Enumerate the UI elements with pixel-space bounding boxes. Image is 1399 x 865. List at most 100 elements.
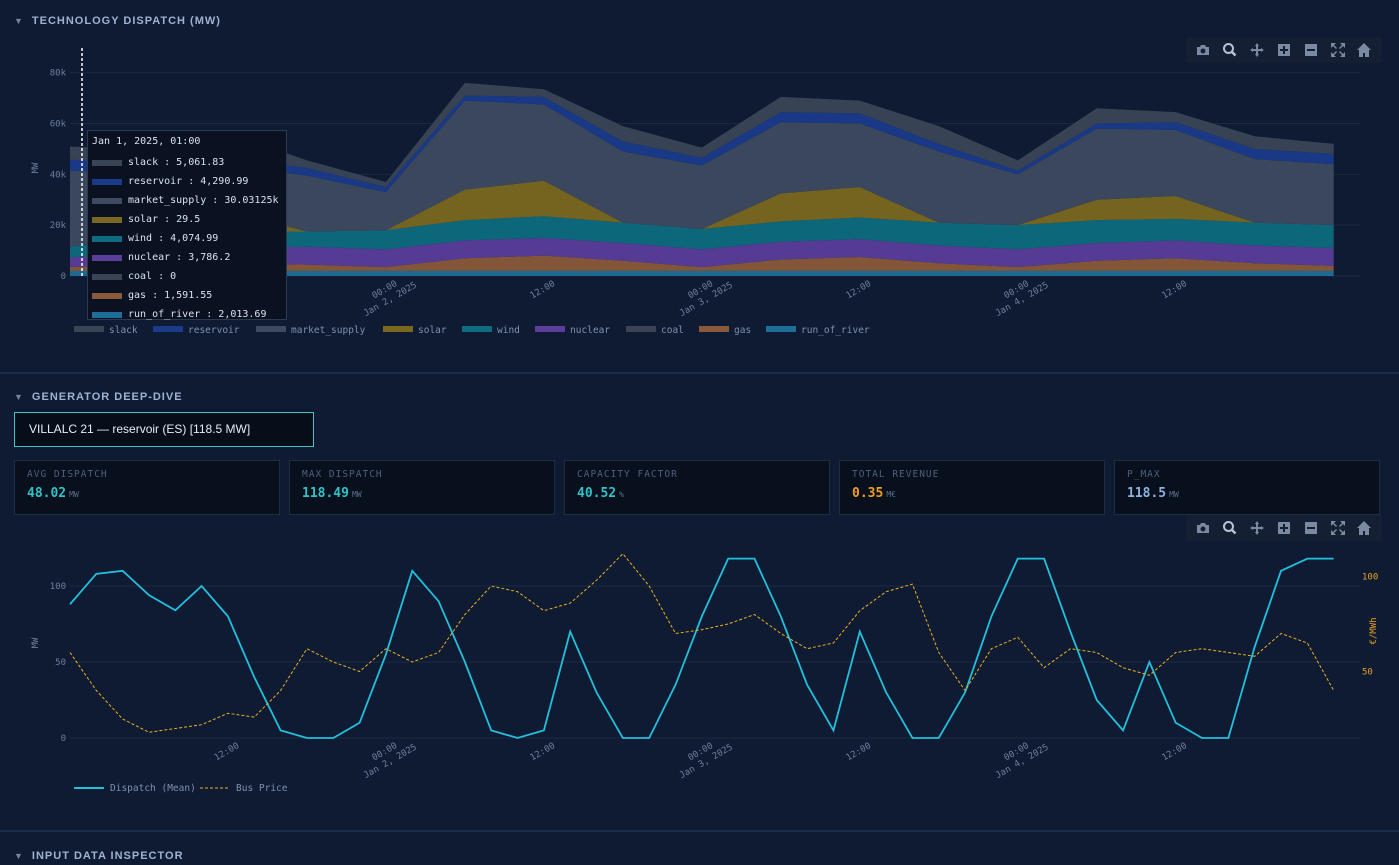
y-tick-label: 0 (61, 272, 66, 282)
reset-axes-icon[interactable] (1354, 40, 1374, 60)
x-tick-text: 12:00 (1160, 279, 1188, 301)
area-run_of_river[interactable] (70, 270, 1334, 276)
tooltip-value: slack : 5,061.83 (128, 157, 225, 168)
legend-item-market_supply[interactable]: market_supply (291, 325, 366, 336)
tooltip-row: reservoir : 4,290.99 (92, 172, 286, 191)
hover-tooltip: Jan 1, 2025, 01:00 slack : 5,061.83 reser… (87, 130, 287, 320)
tooltip-value: gas : 1,591.55 (128, 290, 213, 301)
zoom-in-icon[interactable] (1274, 518, 1294, 538)
kpi-value: 0.35 M€ (852, 486, 1092, 501)
kpi-number: 40.52 (577, 486, 617, 501)
y-tick-label: 80k (50, 69, 67, 79)
line-bus-price[interactable] (69, 552, 1335, 733)
area-slack[interactable] (70, 82, 1334, 188)
y2-tick-label: 100 (1362, 573, 1378, 583)
collapse-caret-icon[interactable]: ▼ (14, 16, 24, 26)
legend-swatch[interactable] (153, 326, 183, 332)
legend-item-coal[interactable]: coal (661, 325, 684, 336)
legend-swatch[interactable] (462, 326, 492, 332)
pan-icon[interactable] (1247, 40, 1267, 60)
zoom-icon[interactable] (1220, 518, 1240, 538)
generator-select[interactable]: VILLALC 21 — reservoir (ES) [118.5 MW] (14, 412, 314, 447)
legend-item-bus-price[interactable]: Bus Price (236, 783, 288, 794)
x-tick-text: 12:00 (845, 741, 873, 763)
pan-icon[interactable] (1247, 518, 1267, 538)
kpi-unit: MW (69, 490, 79, 499)
legend-swatch[interactable] (699, 326, 729, 332)
zoom-out-icon[interactable] (1301, 40, 1321, 60)
zoom-out-icon[interactable] (1301, 518, 1321, 538)
tooltip-title: Jan 1, 2025, 01:00 (92, 136, 201, 147)
legend-item-dispatch[interactable]: Dispatch (Mean) (110, 783, 196, 794)
y2-tick-label: 50 (1362, 668, 1373, 678)
legend-item-wind[interactable]: wind (497, 325, 520, 336)
area-wind[interactable] (70, 216, 1334, 258)
area-nuclear[interactable] (70, 237, 1334, 268)
area-market_supply[interactable] (70, 100, 1334, 247)
section-header-inspector[interactable]: ▼ INPUT DATA INSPECTOR (14, 847, 184, 865)
kpi-value: 48.02 MW (27, 486, 267, 501)
x-tick-label: 12:00 (845, 741, 873, 763)
y-tick-label: 20k (50, 221, 67, 231)
section-header-dispatch[interactable]: ▼ TECHNOLOGY DISPATCH (MW) (14, 12, 221, 30)
zoom-icon[interactable] (1220, 40, 1240, 60)
legend-swatch[interactable] (256, 326, 286, 332)
y-tick-label: 50 (55, 658, 66, 668)
tooltip-value: solar : 29.5 (128, 214, 201, 225)
y-axis-label: MW (31, 637, 41, 648)
zoom-in-icon[interactable] (1274, 40, 1294, 60)
section-divider (0, 372, 1399, 374)
x-tick-text: 12:00 (529, 279, 557, 301)
tooltip-row: slack : 5,061.83 (92, 153, 286, 172)
tooltip-swatch (92, 311, 122, 318)
x-tick-label: 12:00 (1160, 741, 1188, 763)
legend-item-slack[interactable]: slack (109, 325, 138, 336)
autoscale-icon[interactable] (1328, 518, 1348, 538)
kpi-label: AVG DISPATCH (27, 469, 108, 480)
y-tick-label: 100 (50, 582, 66, 592)
x-tick-text: 12:00 (529, 741, 557, 763)
reset-axes-icon[interactable] (1354, 518, 1374, 538)
section-title: TECHNOLOGY DISPATCH (MW) (31, 15, 221, 27)
legend-item-solar[interactable]: solar (418, 325, 447, 336)
kpi-label: CAPACITY FACTOR (577, 469, 678, 480)
legend-swatch[interactable] (535, 326, 565, 332)
kpi-value: 118.49 MW (302, 486, 542, 501)
x-tick-text: 12:00 (213, 741, 241, 763)
tooltip-value: reservoir : 4,290.99 (128, 176, 249, 187)
autoscale-icon[interactable] (1328, 40, 1348, 60)
section-title: INPUT DATA INSPECTOR (31, 850, 184, 862)
tooltip-swatch (92, 254, 122, 261)
legend-item-reservoir[interactable]: reservoir (188, 325, 240, 336)
collapse-caret-icon[interactable]: ▼ (14, 392, 24, 402)
kpi-unit: M€ (886, 490, 896, 499)
kpi-number: 118.49 (302, 486, 349, 501)
kpi-card: P_MAX 118.5 MW (1114, 460, 1380, 515)
tooltip-row: wind : 4,074.99 (92, 229, 286, 248)
line-dispatch[interactable] (69, 557, 1334, 739)
legend-swatch[interactable] (626, 326, 656, 332)
section-header-deep-dive[interactable]: ▼ GENERATOR DEEP-DIVE (14, 388, 183, 406)
x-tick-label: 12:00 (529, 741, 557, 763)
legend-swatch[interactable] (766, 326, 796, 332)
collapse-caret-icon[interactable]: ▼ (14, 851, 24, 861)
area-gas[interactable] (70, 255, 1334, 271)
legend-item-nuclear[interactable]: nuclear (570, 325, 610, 336)
x-tick-label: 12:00 (529, 279, 557, 301)
legend-swatch[interactable] (74, 326, 104, 332)
tooltip-swatch (92, 216, 122, 223)
tooltip-row: coal : 0 (92, 267, 286, 286)
legend-item-gas[interactable]: gas (734, 325, 751, 336)
legend-swatch[interactable] (383, 326, 413, 332)
camera-icon[interactable] (1193, 40, 1213, 60)
tooltip-value: coal : 0 (128, 271, 177, 282)
tooltip-value: run_of_river : 2,013.69 (128, 309, 267, 320)
camera-icon[interactable] (1193, 518, 1213, 538)
legend-item-run_of_river[interactable]: run_of_river (801, 325, 870, 336)
